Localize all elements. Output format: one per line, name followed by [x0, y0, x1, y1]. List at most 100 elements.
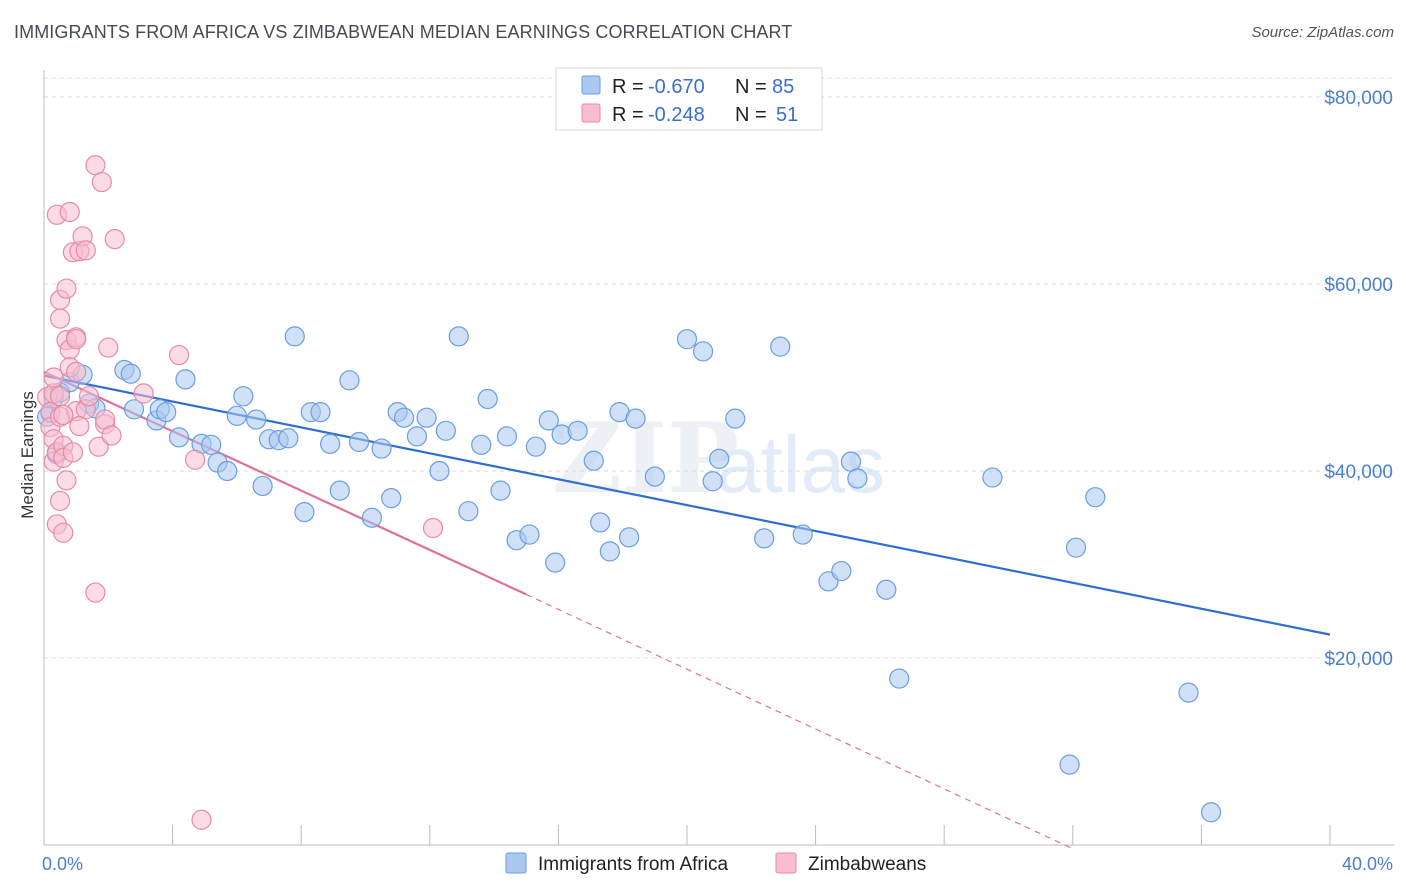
data-point	[406, 426, 428, 447]
data-point	[339, 370, 360, 391]
legend-n-value-zimbabweans: 51	[776, 104, 798, 126]
data-point	[123, 399, 145, 420]
y-tick-label: $40,000	[1324, 462, 1393, 483]
data-point	[69, 416, 90, 437]
data-point	[1065, 537, 1087, 558]
data-point	[85, 155, 106, 176]
legend-n-label-zimbabweans: N =	[735, 104, 767, 126]
axes	[43, 70, 1394, 846]
x-tick-label: 0.0%	[42, 854, 83, 874]
bottom-legend-swatch-zimbabweans	[775, 852, 797, 874]
data-point	[619, 527, 640, 548]
data-point	[847, 468, 868, 489]
data-point	[371, 438, 392, 459]
data-point	[85, 582, 106, 603]
data-point	[88, 436, 109, 457]
data-point	[320, 433, 341, 454]
data-point	[709, 448, 730, 469]
data-point	[104, 229, 125, 250]
bottom-legend-label-africa: Immigrants from Africa	[538, 854, 728, 875]
data-point	[429, 460, 450, 482]
data-point	[56, 470, 77, 491]
data-point	[120, 363, 141, 384]
data-point	[545, 552, 566, 573]
data-point	[78, 386, 100, 407]
legend-row-africa: R = -0.670 N = 85	[581, 75, 794, 98]
data-point	[43, 367, 64, 388]
trend-line	[44, 370, 527, 596]
data-point	[422, 517, 444, 539]
data-point	[226, 405, 247, 426]
data-point	[840, 451, 862, 472]
source-label: Source: ZipAtlas.com	[1251, 24, 1394, 41]
data-point	[702, 471, 723, 492]
legend-r-value-africa: -0.670	[648, 76, 705, 98]
y-tick-label: $60,000	[1324, 275, 1393, 296]
data-point	[49, 490, 71, 512]
data-point	[496, 426, 518, 447]
data-point	[458, 501, 479, 522]
data-point	[625, 408, 646, 429]
data-point	[361, 507, 383, 528]
data-point	[91, 171, 112, 193]
data-point	[168, 344, 190, 366]
data-point	[831, 560, 852, 582]
data-point	[435, 420, 456, 441]
legend-r-label-africa: R =	[612, 76, 644, 98]
data-point	[101, 425, 122, 446]
y-axis-label: Median Earnings	[18, 391, 37, 519]
grid-lines	[44, 77, 1394, 659]
y-tick-labels: $20,000 $40,000 $60,000 $80,000	[1324, 88, 1393, 670]
data-point	[233, 386, 254, 407]
data-point	[62, 442, 84, 463]
chart-title: IMMIGRANTS FROM AFRICA VS ZIMBABWEAN MED…	[14, 22, 793, 42]
trend-line-extension	[525, 593, 1074, 850]
data-point	[49, 386, 71, 407]
data-point	[416, 407, 437, 428]
legend-swatch-africa	[581, 75, 601, 95]
bottom-legend-label-zimbabweans: Zimbabweans	[808, 854, 926, 875]
data-point	[156, 401, 177, 423]
legend-n-value-africa: 85	[772, 76, 794, 98]
data-point	[599, 541, 620, 562]
data-point	[725, 408, 746, 429]
data-point	[329, 480, 350, 501]
data-point	[692, 341, 714, 362]
data-point	[66, 329, 87, 350]
y-tick-label: $20,000	[1324, 649, 1393, 670]
data-point	[583, 450, 604, 471]
legend-r-label-zimbabweans: R =	[612, 104, 644, 126]
data-point	[53, 522, 74, 543]
data-point	[519, 524, 540, 545]
data-point	[1200, 802, 1222, 823]
data-point	[1085, 487, 1106, 508]
data-point	[754, 528, 775, 549]
bottom-legend-swatch-africa	[505, 852, 527, 874]
data-point	[876, 579, 897, 600]
legend-n-label-africa: N =	[735, 76, 767, 98]
data-point	[567, 420, 588, 441]
x-tick-label: 40.0%	[1342, 854, 1393, 874]
legend-row-zimbabweans: R = -0.248 N = 51	[581, 103, 798, 126]
x-tick-labels: 0.0% 40.0%	[42, 854, 1393, 874]
data-points	[37, 155, 1222, 830]
data-point	[246, 409, 267, 430]
data-point	[66, 361, 87, 382]
legend-r-value-zimbabweans: -0.248	[648, 104, 705, 126]
data-point	[175, 369, 196, 390]
data-point	[98, 337, 119, 358]
data-point	[201, 434, 222, 455]
data-point	[284, 326, 305, 347]
data-point	[448, 326, 469, 347]
data-point	[381, 488, 402, 509]
data-point	[348, 431, 370, 453]
data-point	[185, 449, 206, 470]
data-point	[477, 388, 498, 410]
data-point	[393, 407, 415, 428]
data-point	[770, 336, 791, 357]
data-point	[590, 512, 611, 533]
data-point	[490, 480, 511, 501]
data-point	[294, 502, 315, 523]
series-zimbabweans	[37, 155, 444, 830]
